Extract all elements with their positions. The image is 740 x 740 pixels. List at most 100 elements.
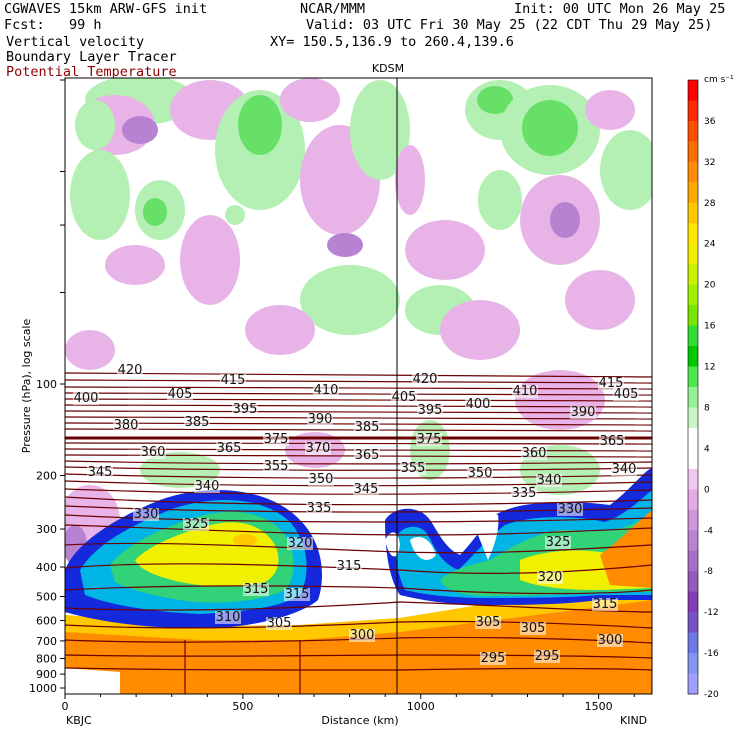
theta-label-bg [232, 403, 258, 416]
y-tick-label: 400 [36, 561, 57, 574]
theta-label: 340 [537, 473, 562, 488]
colorbar-swatch [688, 612, 698, 634]
colorbar-swatch [688, 182, 698, 204]
theta-label-bg [534, 650, 560, 663]
colorbar-swatch [688, 325, 698, 347]
fcst-value: 99 h [69, 17, 102, 33]
valid-time: Valid: 03 UTC Fri 30 May 25 (22 CDT Thu … [306, 17, 713, 33]
plot-frame [64, 77, 653, 695]
colorbar-tick-label: 36 [704, 117, 716, 127]
theta-label: 330 [134, 507, 159, 522]
colorbar-tick-label: 8 [704, 403, 710, 413]
theta-label-bg [511, 487, 537, 500]
theta-label-bg [417, 404, 443, 417]
theta-label: 315 [337, 559, 362, 574]
colorbar-swatch [688, 161, 698, 183]
theta-label: 340 [195, 479, 220, 494]
theta-label: 385 [355, 420, 380, 435]
theta-label: 315 [593, 597, 618, 612]
theta-label-bg [117, 364, 143, 377]
theta-label-bg [545, 536, 571, 549]
colorbar-tick-label: -12 [704, 608, 719, 618]
theta-label: 410 [513, 384, 538, 399]
theta-label-bg [613, 388, 639, 401]
theta-label-bg [597, 634, 623, 647]
theta-label-bg [512, 385, 538, 398]
theta-label-bg [243, 583, 269, 596]
theta-label-bg [349, 629, 375, 642]
theta-label: 335 [307, 501, 332, 516]
y-tick-label: 300 [36, 523, 57, 536]
theta-label: 415 [599, 376, 624, 391]
colorbar-swatch [688, 305, 698, 327]
theta-label-bg [183, 518, 209, 531]
theta-label-bg [465, 398, 491, 411]
theta-label: 405 [614, 387, 639, 402]
x-tick-label: 500 [232, 700, 253, 713]
field-potential-temperature: Potential Temperature [6, 64, 177, 80]
theta-label: 365 [217, 441, 242, 456]
theta-label-bg [305, 442, 331, 455]
colorbar-swatch [688, 100, 698, 122]
theta-label: 385 [185, 415, 210, 430]
colorbar-swatch [688, 632, 698, 654]
colorbar-swatch [688, 571, 698, 593]
theta-label: 390 [571, 405, 596, 420]
shaded-fields [65, 78, 652, 694]
theta-label-bg [287, 537, 313, 550]
theta-label: 355 [264, 459, 289, 474]
theta-label: 375 [264, 432, 289, 447]
station-left-label: KBJC [66, 714, 92, 727]
theta-label-bg [184, 416, 210, 429]
colorbar-swatch [688, 366, 698, 388]
colorbar-tick-label: 28 [704, 199, 716, 209]
theta-label: 345 [354, 482, 379, 497]
colorbar-tick-label: 4 [704, 444, 710, 454]
theta-label: 320 [288, 536, 313, 551]
x-tick-label: 1000 [407, 700, 435, 713]
y-tick-label: 500 [36, 590, 57, 603]
theta-label: 305 [267, 616, 292, 631]
theta-label: 330 [558, 502, 583, 517]
theta-label: 300 [598, 633, 623, 648]
theta-label-bg [412, 373, 438, 386]
theta-label-bg [307, 413, 333, 426]
colorbar-swatch [688, 427, 698, 449]
colorbar-swatch [688, 591, 698, 613]
theta-label-bg [215, 611, 241, 624]
colorbar-swatch [688, 407, 698, 429]
theta-label: 365 [355, 448, 380, 463]
vertical-velocity-shading [65, 78, 652, 565]
y-tick-label: 1000 [29, 682, 57, 695]
colorbar-tick-label: 32 [704, 158, 715, 168]
theta-label: 315 [285, 587, 310, 602]
y-tick-label: 600 [36, 615, 57, 628]
colorbar-swatch [688, 264, 698, 286]
colorbar-frame [687, 79, 699, 695]
theta-label: 365 [600, 434, 625, 449]
theta-label-bg [416, 433, 442, 446]
theta-label-bg [537, 571, 563, 584]
theta-label-bg [308, 473, 334, 486]
theta-label: 420 [413, 372, 438, 387]
colorbar-swatch [688, 530, 698, 552]
theta-label: 355 [401, 461, 426, 476]
theta-label: 395 [418, 403, 443, 418]
station-mid-label: KDSM [372, 62, 404, 75]
colorbar-tick-label: 0 [704, 485, 710, 495]
theta-label-bg [570, 406, 596, 419]
theta-label: 380 [114, 418, 139, 433]
y-tick-label: 900 [36, 668, 57, 681]
colorbar-swatch [688, 653, 698, 675]
theta-label-bg [263, 460, 289, 473]
theta-label: 345 [88, 465, 113, 480]
theta-label: 300 [350, 628, 375, 643]
colorbar-swatch [688, 202, 698, 224]
colorbar-swatch [688, 120, 698, 142]
station-right-label: KIND [620, 714, 647, 727]
model-title: CGWAVES 15km ARW-GFS init [4, 1, 208, 17]
theta-label: 340 [612, 462, 637, 477]
theta-label-bg [216, 442, 242, 455]
